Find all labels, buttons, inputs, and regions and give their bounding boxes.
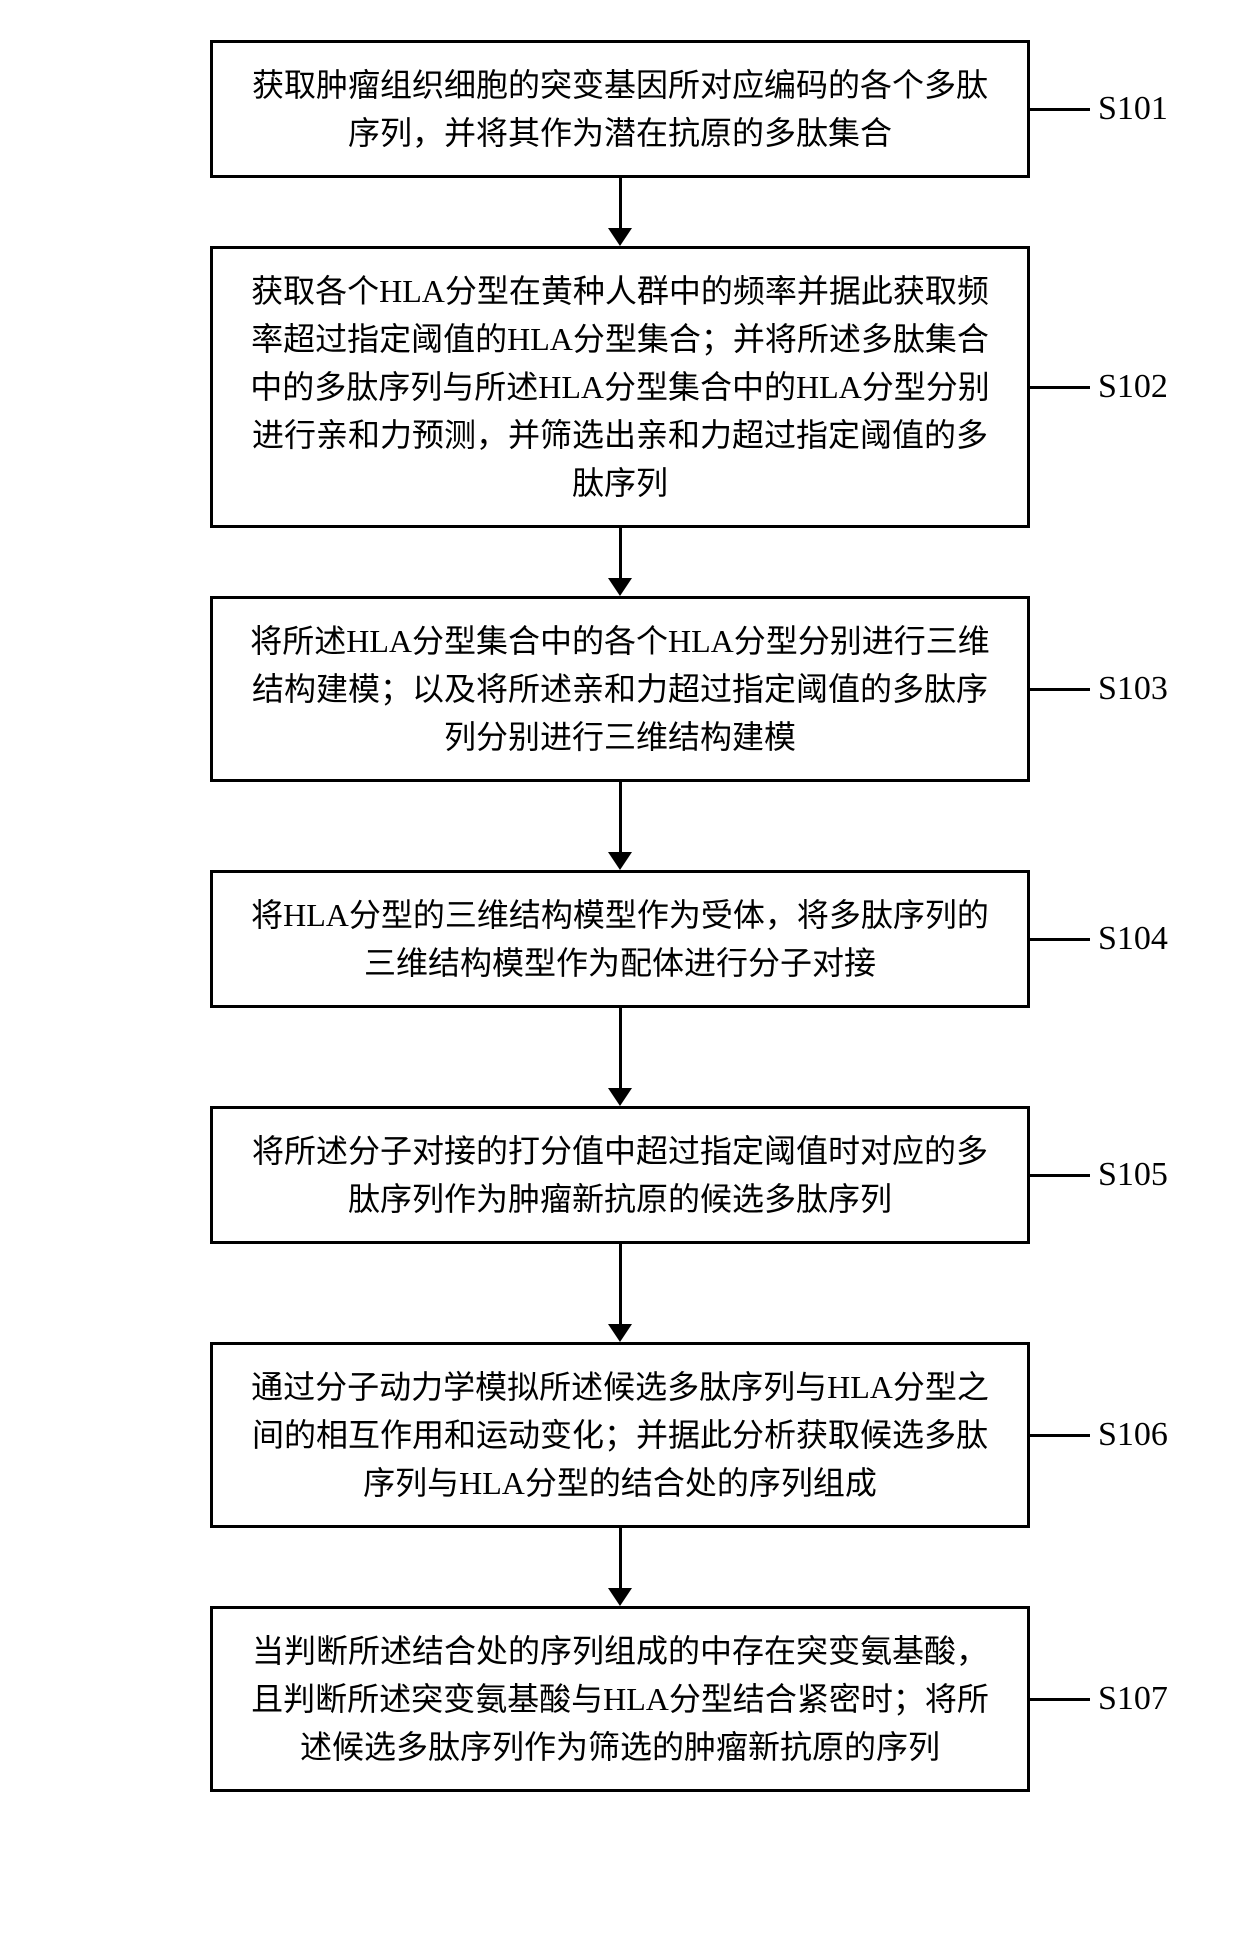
step-box-s104: 将HLA分型的三维结构模型作为受体，将多肽序列的三维结构模型作为配体进行分子对接 xyxy=(210,870,1030,1008)
step-wrapper: 当判断所述结合处的序列组成的中存在突变氨基酸，且判断所述突变氨基酸与HLA分型结… xyxy=(20,1606,1220,1792)
arrow-head-icon xyxy=(608,1088,632,1106)
step-label-s107: S107 xyxy=(1098,1680,1168,1718)
flowchart-container: 获取肿瘤组织细胞的突变基因所对应编码的各个多肽序列，并将其作为潜在抗原的多肽集合… xyxy=(20,40,1220,1792)
arrow-line xyxy=(619,1528,622,1588)
label-line xyxy=(1030,386,1090,389)
step-text: 通过分子动力学模拟所述候选多肽序列与HLA分型之间的相互作用和运动变化；并据此分… xyxy=(251,1369,989,1501)
arrow-down xyxy=(608,1528,632,1606)
label-connector: S107 xyxy=(1030,1680,1168,1718)
arrow-head-icon xyxy=(608,852,632,870)
label-connector: S106 xyxy=(1030,1416,1168,1454)
step-label-s104: S104 xyxy=(1098,920,1168,958)
arrow-line xyxy=(619,1008,622,1088)
step-label-s105: S105 xyxy=(1098,1156,1168,1194)
label-connector: S104 xyxy=(1030,920,1168,958)
step-box-s101: 获取肿瘤组织细胞的突变基因所对应编码的各个多肽序列，并将其作为潜在抗原的多肽集合 xyxy=(210,40,1030,178)
arrow-down xyxy=(608,528,632,596)
arrow-line xyxy=(619,528,622,578)
arrow-down xyxy=(608,178,632,246)
arrow-line xyxy=(619,782,622,852)
label-line xyxy=(1030,688,1090,691)
label-connector: S105 xyxy=(1030,1156,1168,1194)
arrow-head-icon xyxy=(608,1324,632,1342)
step-wrapper: 将HLA分型的三维结构模型作为受体，将多肽序列的三维结构模型作为配体进行分子对接… xyxy=(20,870,1220,1008)
step-label-s103: S103 xyxy=(1098,670,1168,708)
arrow-head-icon xyxy=(608,228,632,246)
step-box-s102: 获取各个HLA分型在黄种人群中的频率并据此获取频率超过指定阈值的HLA分型集合；… xyxy=(210,246,1030,528)
step-box-s107: 当判断所述结合处的序列组成的中存在突变氨基酸，且判断所述突变氨基酸与HLA分型结… xyxy=(210,1606,1030,1792)
label-line xyxy=(1030,938,1090,941)
step-wrapper: 将所述HLA分型集合中的各个HLA分型分别进行三维结构建模；以及将所述亲和力超过… xyxy=(20,596,1220,782)
step-box-s105: 将所述分子对接的打分值中超过指定阈值时对应的多肽序列作为肿瘤新抗原的候选多肽序列 xyxy=(210,1106,1030,1244)
step-wrapper: 获取各个HLA分型在黄种人群中的频率并据此获取频率超过指定阈值的HLA分型集合；… xyxy=(20,246,1220,528)
label-line xyxy=(1030,1174,1090,1177)
step-label-s106: S106 xyxy=(1098,1416,1168,1454)
step-text: 将所述分子对接的打分值中超过指定阈值时对应的多肽序列作为肿瘤新抗原的候选多肽序列 xyxy=(252,1133,988,1217)
label-connector: S101 xyxy=(1030,90,1168,128)
label-connector: S102 xyxy=(1030,368,1168,406)
step-text: 获取肿瘤组织细胞的突变基因所对应编码的各个多肽序列，并将其作为潜在抗原的多肽集合 xyxy=(252,67,988,151)
step-box-s106: 通过分子动力学模拟所述候选多肽序列与HLA分型之间的相互作用和运动变化；并据此分… xyxy=(210,1342,1030,1528)
step-text: 获取各个HLA分型在黄种人群中的频率并据此获取频率超过指定阈值的HLA分型集合；… xyxy=(250,273,990,501)
arrow-head-icon xyxy=(608,1588,632,1606)
step-text: 将所述HLA分型集合中的各个HLA分型分别进行三维结构建模；以及将所述亲和力超过… xyxy=(250,623,990,755)
step-label-s101: S101 xyxy=(1098,90,1168,128)
step-wrapper: 通过分子动力学模拟所述候选多肽序列与HLA分型之间的相互作用和运动变化；并据此分… xyxy=(20,1342,1220,1528)
label-line xyxy=(1030,108,1090,111)
step-wrapper: 获取肿瘤组织细胞的突变基因所对应编码的各个多肽序列，并将其作为潜在抗原的多肽集合… xyxy=(20,40,1220,178)
step-text: 当判断所述结合处的序列组成的中存在突变氨基酸，且判断所述突变氨基酸与HLA分型结… xyxy=(251,1633,989,1765)
label-line xyxy=(1030,1434,1090,1437)
step-label-s102: S102 xyxy=(1098,368,1168,406)
arrow-down xyxy=(608,782,632,870)
label-connector: S103 xyxy=(1030,670,1168,708)
step-text: 将HLA分型的三维结构模型作为受体，将多肽序列的三维结构模型作为配体进行分子对接 xyxy=(251,897,989,981)
arrow-head-icon xyxy=(608,578,632,596)
arrow-line xyxy=(619,178,622,228)
arrow-down xyxy=(608,1244,632,1342)
label-line xyxy=(1030,1698,1090,1701)
step-box-s103: 将所述HLA分型集合中的各个HLA分型分别进行三维结构建模；以及将所述亲和力超过… xyxy=(210,596,1030,782)
arrow-line xyxy=(619,1244,622,1324)
step-wrapper: 将所述分子对接的打分值中超过指定阈值时对应的多肽序列作为肿瘤新抗原的候选多肽序列… xyxy=(20,1106,1220,1244)
arrow-down xyxy=(608,1008,632,1106)
